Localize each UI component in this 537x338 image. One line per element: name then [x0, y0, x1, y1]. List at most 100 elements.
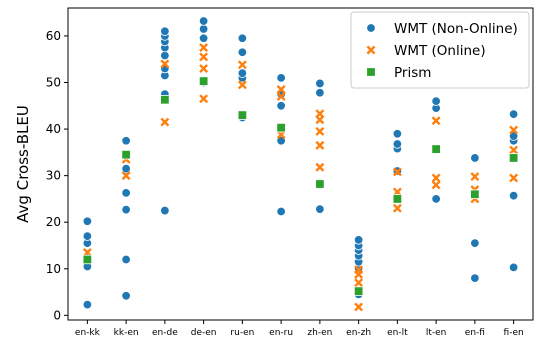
legend-box — [350, 11, 530, 89]
data-point — [470, 189, 480, 199]
data-point — [470, 172, 480, 182]
data-point — [121, 204, 131, 215]
data-point — [354, 278, 364, 288]
data-point — [82, 216, 93, 226]
x-tick-label: en-fi — [465, 328, 485, 338]
data-point — [160, 205, 170, 216]
legend-label: WMT (Non-Online) — [394, 21, 518, 37]
data-point — [470, 153, 480, 163]
data-point — [237, 80, 247, 90]
data-point — [237, 68, 248, 78]
data-point — [431, 96, 441, 106]
data-point — [509, 145, 519, 155]
y-tick-label: 60 — [46, 29, 61, 43]
data-point — [431, 173, 441, 183]
data-point — [392, 139, 403, 149]
data-point — [431, 116, 441, 126]
data-point — [198, 76, 209, 86]
data-point — [276, 206, 286, 217]
data-point — [198, 24, 209, 34]
data-point — [82, 299, 93, 310]
y-tick-label: 30 — [46, 169, 61, 183]
data-point — [508, 153, 519, 163]
data-point — [431, 144, 441, 154]
data-point — [199, 52, 209, 62]
data-point — [121, 136, 131, 146]
y-axis: 0 10 20 30 40 50 60 — [46, 29, 68, 322]
data-point — [198, 16, 209, 26]
data-point — [160, 26, 170, 36]
y-axis-title: Avg Cross-BLEU — [14, 105, 32, 223]
data-points — [82, 16, 519, 312]
data-point — [121, 171, 131, 181]
data-point — [392, 203, 402, 213]
y-tick-label: 0 — [53, 308, 61, 322]
data-point — [160, 117, 170, 127]
data-point — [160, 59, 170, 69]
data-point — [121, 149, 131, 160]
data-point — [470, 273, 480, 283]
data-point — [315, 78, 325, 89]
x-tick-label: de-en — [191, 328, 217, 338]
data-point — [431, 180, 441, 190]
data-point — [353, 235, 364, 245]
data-point — [315, 162, 325, 172]
data-point — [431, 194, 441, 204]
data-point — [160, 95, 170, 105]
data-point — [198, 33, 209, 43]
data-point — [315, 88, 325, 98]
data-point — [276, 136, 286, 146]
data-point — [276, 85, 286, 94]
data-point — [121, 163, 131, 174]
legend-label: Prism — [394, 65, 431, 81]
x-tick-label: ru-en — [230, 328, 254, 338]
x-tick-label: lt-en — [426, 328, 447, 338]
data-point — [315, 140, 325, 150]
data-point — [392, 167, 402, 177]
data-point — [392, 194, 403, 204]
data-point — [392, 129, 403, 139]
data-point — [276, 73, 286, 83]
data-point — [354, 265, 364, 275]
x-tick-label: en-ru — [269, 328, 293, 338]
x-tick-label: fi-en — [504, 328, 524, 338]
data-point — [508, 262, 519, 273]
legend-label: WMT (Online) — [394, 43, 486, 59]
x-tick-label: kk-en — [114, 328, 139, 338]
data-point — [276, 101, 286, 111]
data-point — [121, 188, 131, 198]
x-tick-label: en-zh — [346, 328, 371, 338]
data-point — [315, 204, 325, 214]
data-point — [121, 254, 131, 265]
data-point — [315, 109, 325, 119]
data-point — [508, 190, 519, 201]
data-point — [237, 60, 247, 70]
legend: WMT (Non-Online) WMT (Online) Prism — [350, 11, 530, 89]
data-point — [237, 47, 248, 57]
x-tick-label: en-lt — [387, 328, 408, 338]
data-point — [509, 125, 519, 135]
x-tick-label: en-kk — [75, 328, 101, 338]
series-wmt-online — [82, 43, 519, 312]
data-point — [82, 254, 93, 265]
legend-marker — [366, 67, 376, 77]
y-tick-label: 50 — [46, 76, 61, 90]
data-point — [470, 238, 480, 248]
data-point — [276, 92, 286, 101]
data-point — [199, 43, 209, 53]
x-tick-label: zh-en — [307, 328, 332, 338]
data-point — [315, 126, 325, 136]
series-prism — [82, 76, 519, 296]
data-point — [237, 110, 248, 120]
data-point — [199, 94, 209, 104]
data-point — [237, 33, 248, 43]
y-tick-label: 20 — [46, 215, 61, 229]
data-point — [354, 302, 364, 312]
y-tick-label: 10 — [46, 262, 61, 276]
x-axis: en-kk kk-en en-de de-en ru-en en-ru zh-en en-zh… — [75, 320, 524, 338]
data-point — [508, 109, 519, 119]
data-point — [315, 179, 325, 189]
data-point — [160, 50, 170, 61]
legend-marker — [366, 45, 376, 55]
